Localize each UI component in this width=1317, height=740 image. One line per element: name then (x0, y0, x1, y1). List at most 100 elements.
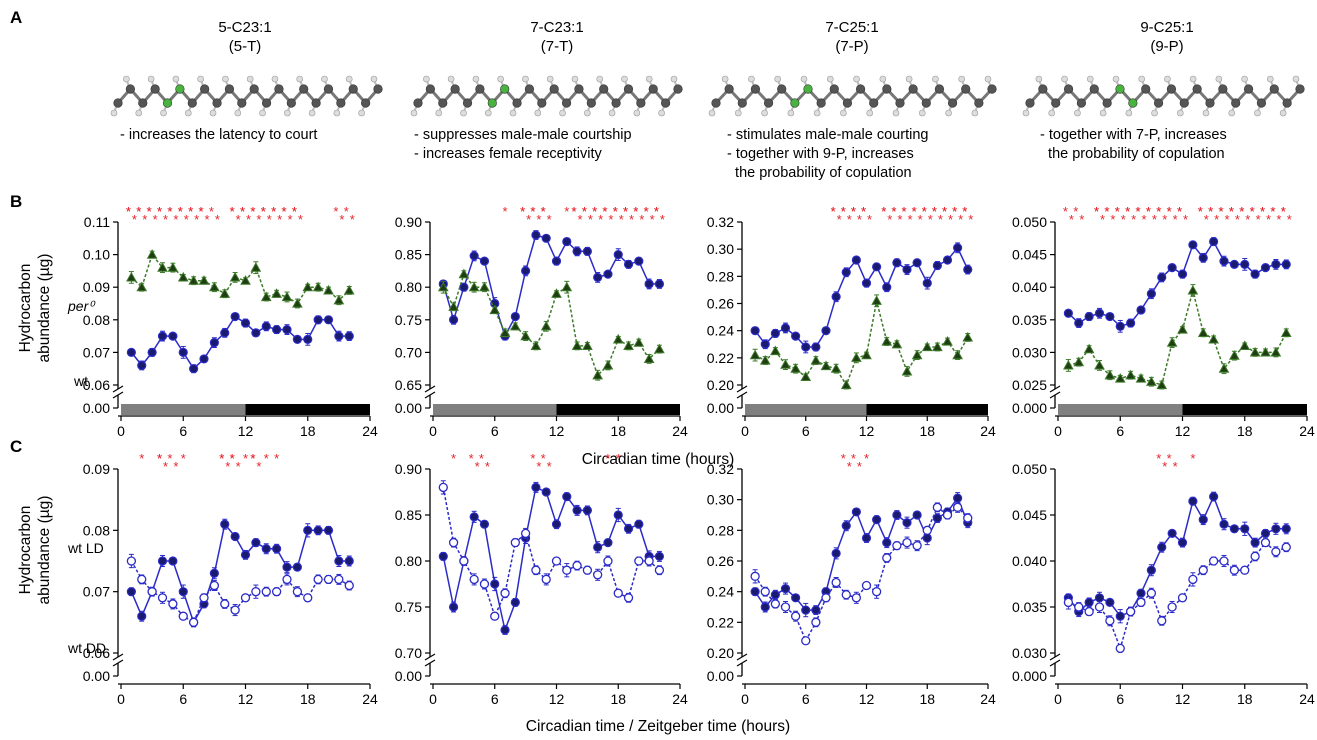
molecule-2 (410, 75, 683, 117)
series-primary (438, 230, 665, 341)
x-tick-label: 18 (610, 691, 626, 707)
data-point (760, 339, 770, 349)
data-point (790, 363, 801, 373)
carbon-atom (1295, 84, 1305, 94)
data-point (541, 574, 551, 585)
data-point (1260, 263, 1271, 273)
y-tick-label: 0.045 (1012, 507, 1047, 523)
significance-star: * (1198, 204, 1203, 219)
significance-star: * (1104, 204, 1109, 219)
hydrogen-atom (958, 75, 966, 83)
y-tick-label: 0.90 (395, 461, 422, 477)
data-point (209, 568, 219, 578)
compound-name: 9-C25:1 (1140, 19, 1194, 36)
data-point (1136, 305, 1146, 315)
data-point (851, 507, 861, 517)
hydrogen-atom (892, 109, 900, 117)
chart-B-3: 0.20 0.22 0.24 0.26 0.28 0.30 0.32 0.00 0 6 12 18 24… (707, 204, 996, 439)
carbon-atom (724, 84, 734, 94)
data-point (592, 369, 604, 380)
x-tick-label: 6 (1116, 423, 1124, 439)
significance-star: * (240, 204, 245, 219)
data-point (490, 579, 500, 589)
x-tick-label: 18 (610, 423, 626, 439)
data-point (572, 246, 582, 256)
hydrogen-atom (546, 75, 554, 83)
effect-line: - together with 7-P, increases (1040, 127, 1227, 143)
y-tick-label: 0.07 (83, 344, 110, 360)
data-point (1166, 337, 1178, 347)
data-point (1187, 284, 1199, 295)
y-tick-label: 0.90 (395, 214, 422, 230)
significance-star: * (608, 212, 613, 227)
y-tick-label-zero: 0.00 (83, 400, 110, 416)
significance-star: * (256, 459, 261, 474)
carbon-atom (1179, 98, 1189, 108)
hydrogen-atom (534, 109, 542, 117)
x-tick-label: 18 (1237, 423, 1253, 439)
series-line (442, 486, 660, 633)
series-line (130, 315, 350, 370)
x-tick-label: 18 (300, 691, 316, 707)
data-point (593, 570, 603, 580)
data-point (136, 281, 148, 292)
data-point (261, 321, 271, 331)
data-point (892, 258, 902, 268)
data-point (459, 556, 469, 566)
data-point (654, 279, 665, 289)
compound-title-3: 7-C25:1 (7-P) (732, 18, 972, 56)
y-tick-label: 0.70 (395, 645, 422, 661)
x-tick-label: 0 (117, 691, 125, 707)
significance-star: * (602, 204, 607, 219)
data-point (603, 269, 613, 279)
data-point (1157, 616, 1167, 626)
x-tick-label: 6 (179, 423, 187, 439)
data-point (861, 580, 872, 591)
axis-break (1049, 659, 1061, 667)
significance-star: * (219, 451, 224, 466)
x-tick-label: 0 (1054, 423, 1062, 439)
data-point (780, 583, 791, 594)
y-tick-label-zero: 0.00 (395, 668, 422, 684)
xlabel-b: Circadian time (hours) (581, 451, 735, 468)
significance-star: * (1104, 204, 1109, 219)
carbon-atom (299, 84, 309, 94)
molecule-4 (1022, 75, 1305, 117)
series-line (754, 246, 969, 348)
carbon-atom (261, 98, 272, 108)
data-point (593, 542, 603, 552)
data-point (313, 574, 323, 585)
carbon-atom (777, 84, 787, 94)
carbon-atom (438, 98, 448, 108)
significance-star: * (1094, 204, 1099, 219)
series-secondary (437, 268, 665, 381)
significance-star: * (178, 204, 183, 219)
series-label-per0: per⁰ (68, 298, 94, 314)
carbon-atom (1153, 98, 1164, 108)
chart-C-2: 0.700.750.800.850.900.000 6 12 18 24* *******… (395, 451, 688, 707)
data-point (1250, 537, 1260, 548)
x-tick-label: 24 (980, 691, 996, 707)
carbon-atom (187, 98, 197, 108)
y-tick-label: 0.85 (395, 247, 422, 263)
significance-star: * (660, 212, 665, 227)
hydrogen-atom (584, 109, 591, 117)
hydrogen-atom (1074, 109, 1081, 117)
y-tick-label: 0.75 (395, 312, 422, 328)
data-point (613, 250, 623, 260)
x-tick-label: 6 (1116, 691, 1124, 707)
data-point (1094, 308, 1105, 318)
significance-star: * (1173, 459, 1178, 474)
significance-star: * (918, 212, 923, 227)
data-point (147, 347, 157, 357)
series-secondary (126, 553, 354, 628)
data-point (1146, 376, 1157, 386)
data-point (469, 574, 479, 585)
effect-line: the probability of copulation (1040, 146, 1225, 162)
data-point (831, 577, 841, 588)
hydrogen-atom (734, 109, 742, 117)
y-tick-label: 0.30 (707, 241, 734, 257)
y-tick-label: 0.28 (707, 522, 734, 538)
axis-break (112, 659, 124, 667)
